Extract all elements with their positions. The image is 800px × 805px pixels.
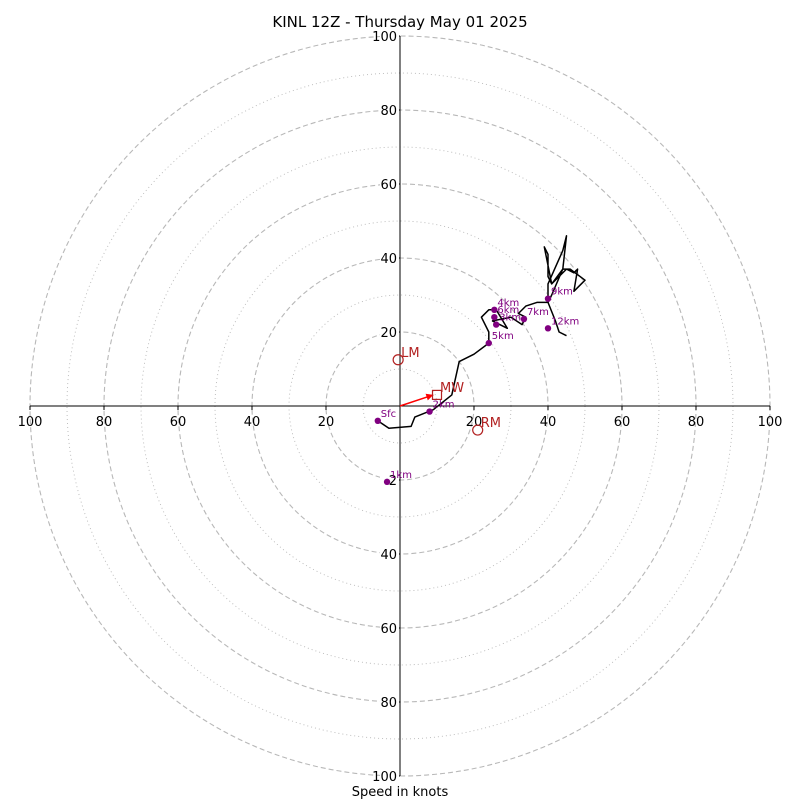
storm-motion-marker [472, 424, 484, 436]
height-marker-point [491, 314, 498, 321]
storm-motion-label: RM [481, 416, 501, 431]
height-marker-label: 4km [497, 298, 519, 309]
x-tick-label: 60 [614, 415, 631, 430]
height-marker-point [544, 295, 552, 302]
x-tick-label: 20 [318, 415, 335, 430]
y-tick-label-bg [380, 176, 399, 191]
y-tick-label: 40 [380, 548, 397, 563]
storm-motion-marker [392, 354, 404, 366]
height-marker-label: 7km [527, 307, 549, 318]
y-tick-label: 100 [372, 770, 397, 785]
y-tick-label-bg [380, 694, 399, 709]
shear-vector-arrowhead [425, 393, 434, 401]
x-tick-label: 60 [170, 415, 187, 430]
x-tick-label: 40 [244, 415, 261, 430]
height-marker-label: Sfc [381, 409, 396, 420]
height-marker-point [374, 417, 381, 424]
height-marker-point [520, 315, 528, 323]
storm-motion-marker [431, 389, 443, 400]
height-marker-label: 1km [390, 470, 412, 481]
height-marker-label: 5km [492, 331, 514, 342]
chart-title: KINL 12Z - Thursday May 01 2025 [272, 13, 527, 31]
y-tick-label-bg [380, 324, 399, 339]
y-tick-label: 100 [372, 30, 397, 45]
storm-motion-label: LM [401, 346, 419, 361]
height-marker-label: 9km [551, 287, 573, 298]
height-marker-label: 2km [433, 400, 455, 411]
y-tick-label: 80 [380, 696, 397, 711]
y-tick-label-bg [380, 546, 399, 561]
y-tick-label: 2 [389, 474, 397, 489]
y-tick-label-bg [380, 768, 399, 783]
x-tick-label: 80 [688, 415, 705, 430]
y-tick-label: 60 [380, 178, 397, 193]
height-marker-point [485, 339, 492, 347]
y-tick-label-bg [380, 102, 399, 117]
height-marker-label: 12km [551, 316, 579, 327]
x-tick-label: 40 [540, 415, 557, 430]
hodograph-trace [377, 235, 586, 429]
height-marker-label: 3km [499, 313, 521, 324]
height-marker-point [383, 478, 391, 486]
y-tick-label: 80 [380, 104, 397, 119]
x-tick-label: 20 [466, 415, 483, 430]
x-tick-label: 100 [758, 415, 783, 430]
height-marker-label: 6km [497, 305, 519, 316]
y-tick-label: 40 [380, 252, 397, 267]
storm-motion-label: MW [440, 381, 464, 396]
y-tick-label-bg [380, 250, 399, 265]
height-marker-point [426, 408, 433, 415]
height-marker-point [493, 321, 500, 328]
x-tick-label: 100 [18, 415, 43, 430]
y-tick-label-bg [380, 620, 399, 635]
x-tick-label: 80 [96, 415, 113, 430]
y-tick-label-bg [380, 28, 399, 43]
x-axis-label: Speed in knots [352, 785, 449, 800]
y-tick-label: 60 [380, 622, 397, 637]
y-tick-label: 20 [380, 326, 397, 341]
height-marker-point [544, 325, 552, 332]
height-marker-point [491, 306, 498, 313]
